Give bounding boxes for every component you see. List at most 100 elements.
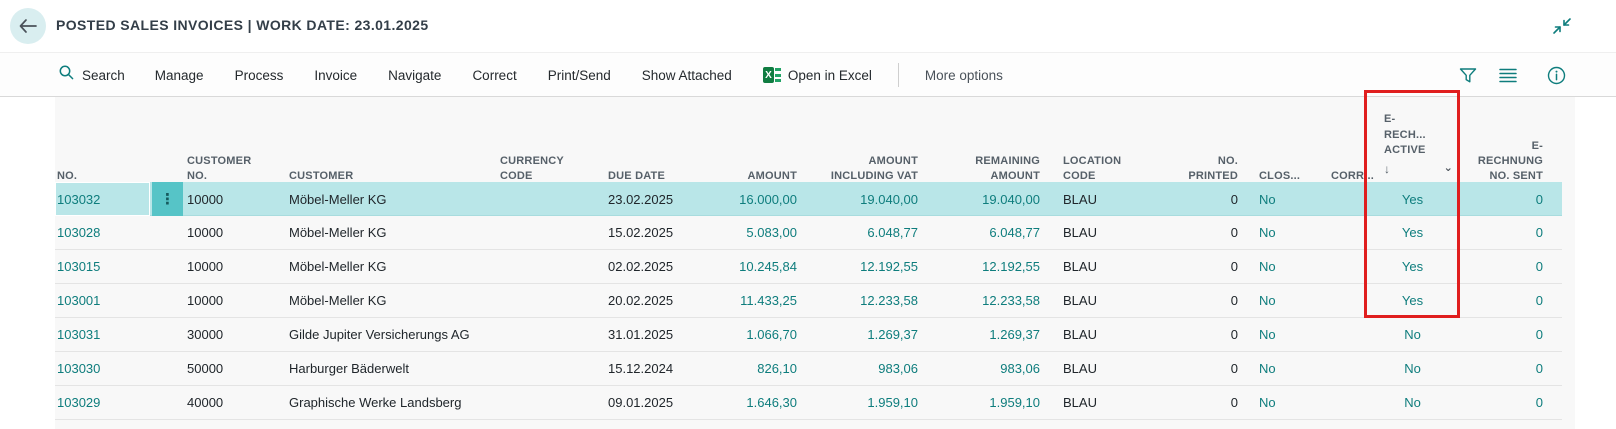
amount-link[interactable]: 1.646,30 xyxy=(746,395,797,410)
erechnung-no-sent-link[interactable]: 0 xyxy=(1535,293,1543,308)
remaining-amount-link[interactable]: 19.040,00 xyxy=(982,191,1040,207)
header-remaining-amount[interactable]: REMAINING AMOUNT xyxy=(975,154,1040,183)
list-view-icon[interactable] xyxy=(1499,68,1517,83)
menu-navigate[interactable]: Navigate xyxy=(388,67,442,83)
amount-link[interactable]: 5.083,00 xyxy=(746,225,797,240)
customer-no-cell: 10000 xyxy=(187,293,224,308)
amount-incl-vat-link[interactable]: 1.269,37 xyxy=(867,327,918,342)
menu-manage[interactable]: Manage xyxy=(154,67,204,83)
table-row[interactable]: 103015 10000 Möbel-Meller KG 02.02.2025 … xyxy=(55,250,1562,284)
amount-link[interactable]: 16.000,00 xyxy=(739,191,797,207)
no-printed-cell: 0 xyxy=(1230,293,1238,308)
header-no[interactable]: NO. xyxy=(57,170,78,183)
table-row[interactable]: 103001 10000 Möbel-Meller KG 20.02.2025 … xyxy=(55,284,1562,318)
header-erechnung-active[interactable]: E- RECH... ACTIVE ↓ ⌄ xyxy=(1384,113,1453,176)
header-erechnung-no-sent[interactable]: E- RECHNUNG NO. SENT xyxy=(1477,139,1543,183)
amount-incl-vat-link[interactable]: 12.233,58 xyxy=(860,293,918,308)
customer-cell: Möbel-Meller KG xyxy=(289,259,387,274)
back-arrow-icon xyxy=(18,18,38,34)
closed-link[interactable]: No xyxy=(1259,327,1276,342)
header-amount[interactable]: AMOUNT xyxy=(747,170,797,183)
location-code-cell: BLAU xyxy=(1063,191,1097,207)
command-bar: Search Manage Process Invoice Navigate C… xyxy=(0,52,1616,97)
menu-correct[interactable]: Correct xyxy=(472,67,517,83)
closed-link[interactable]: No xyxy=(1259,225,1276,240)
erechnung-active-link[interactable]: Yes xyxy=(1401,225,1424,240)
menu-show-attached[interactable]: Show Attached xyxy=(641,67,732,83)
header-customer[interactable]: CUSTOMER xyxy=(289,170,354,183)
amount-link[interactable]: 826,10 xyxy=(757,361,797,376)
menu-invoice[interactable]: Invoice xyxy=(314,67,358,83)
amount-link[interactable]: 1.066,70 xyxy=(746,327,797,342)
header-corrective[interactable]: CORR... xyxy=(1331,170,1374,183)
menu-process[interactable]: Process xyxy=(234,67,284,83)
open-in-excel-button[interactable]: X Open in Excel xyxy=(762,67,872,83)
closed-link[interactable]: No xyxy=(1259,361,1276,376)
header-closed[interactable]: CLOS... xyxy=(1259,170,1301,183)
amount-incl-vat-link[interactable]: 6.048,77 xyxy=(867,225,918,240)
no-printed-cell: 0 xyxy=(1230,225,1238,240)
erechnung-no-sent-link[interactable]: 0 xyxy=(1535,395,1543,410)
filter-icon[interactable] xyxy=(1459,67,1477,84)
remaining-amount-link[interactable]: 1.959,10 xyxy=(989,395,1040,410)
header-location-code[interactable]: LOCATION CODE xyxy=(1063,154,1122,183)
invoice-no-link[interactable]: 103031 xyxy=(57,327,101,342)
erechnung-no-sent-link[interactable]: 0 xyxy=(1535,259,1543,274)
invoice-no-link[interactable]: 103030 xyxy=(57,361,101,376)
column-chevron-icon[interactable]: ⌄ xyxy=(1443,162,1453,175)
menu-print-send[interactable]: Print/Send xyxy=(547,67,611,83)
header-due-date[interactable]: DUE DATE xyxy=(608,170,666,183)
erechnung-no-sent-link[interactable]: 0 xyxy=(1535,361,1543,376)
remaining-amount-link[interactable]: 12.233,58 xyxy=(982,293,1040,308)
closed-link[interactable]: No xyxy=(1259,191,1276,207)
table-row[interactable]: 103028 10000 Möbel-Meller KG 15.02.2025 … xyxy=(55,216,1562,250)
table-row[interactable]: 103031 30000 Gilde Jupiter Versicherungs… xyxy=(55,318,1562,352)
erechnung-no-sent-link[interactable]: 0 xyxy=(1535,191,1543,207)
amount-link[interactable]: 10.245,84 xyxy=(739,259,797,274)
erechnung-no-sent-link[interactable]: 0 xyxy=(1535,327,1543,342)
invoice-no-link[interactable]: 103001 xyxy=(57,293,101,308)
table-row[interactable]: 103029 40000 Graphische Werke Landsberg … xyxy=(55,386,1562,420)
erechnung-active-link[interactable]: Yes xyxy=(1401,259,1424,274)
erechnung-no-sent-link[interactable]: 0 xyxy=(1535,225,1543,240)
header-currency-code[interactable]: CURRENCY CODE xyxy=(500,154,564,183)
invoice-no-link[interactable]: 103028 xyxy=(57,225,101,240)
invoice-no-link[interactable]: 103029 xyxy=(57,395,101,410)
collapse-icon[interactable] xyxy=(1551,15,1573,37)
erechnung-active-link[interactable]: Yes xyxy=(1401,293,1424,308)
remaining-amount-link[interactable]: 1.269,37 xyxy=(989,327,1040,342)
closed-link[interactable]: No xyxy=(1259,395,1276,410)
page-title: POSTED SALES INVOICES | WORK DATE: 23.01… xyxy=(56,17,429,33)
amount-link[interactable]: 11.433,25 xyxy=(740,293,797,308)
more-options-button[interactable]: More options xyxy=(924,67,1003,83)
erechnung-active-link[interactable]: Yes xyxy=(1401,191,1424,207)
remaining-amount-link[interactable]: 983,06 xyxy=(1000,361,1040,376)
no-printed-cell: 0 xyxy=(1230,361,1238,376)
customer-cell: Möbel-Meller KG xyxy=(289,293,387,308)
excel-icon: X xyxy=(762,67,781,83)
remaining-amount-link[interactable]: 6.048,77 xyxy=(989,225,1040,240)
amount-incl-vat-link[interactable]: 1.959,10 xyxy=(867,395,918,410)
erechnung-active-link[interactable]: No xyxy=(1404,327,1421,342)
amount-incl-vat-link[interactable]: 12.192,55 xyxy=(860,259,918,274)
back-button[interactable] xyxy=(10,8,46,44)
location-code-cell: BLAU xyxy=(1063,293,1097,308)
invoice-no-link[interactable]: 103032 xyxy=(57,191,101,207)
closed-link[interactable]: No xyxy=(1259,293,1276,308)
header-amount-including-vat[interactable]: AMOUNT INCLUDING VAT xyxy=(830,154,918,183)
row-context-menu-button[interactable]: ⋮ xyxy=(152,182,183,216)
customer-no-cell: 40000 xyxy=(187,395,224,410)
erechnung-active-link[interactable]: No xyxy=(1404,361,1421,376)
header-no-printed[interactable]: NO. PRINTED xyxy=(1188,154,1238,183)
search-button[interactable]: Search xyxy=(58,64,125,86)
erechnung-active-link[interactable]: No xyxy=(1404,395,1421,410)
invoice-no-link[interactable]: 103015 xyxy=(57,259,101,274)
remaining-amount-link[interactable]: 12.192,55 xyxy=(982,259,1040,274)
amount-incl-vat-link[interactable]: 983,06 xyxy=(878,361,918,376)
table-row[interactable]: 103030 50000 Harburger Bäderwelt 15.12.2… xyxy=(55,352,1562,386)
info-icon[interactable] xyxy=(1547,66,1566,85)
amount-incl-vat-link[interactable]: 19.040,00 xyxy=(860,191,918,207)
closed-link[interactable]: No xyxy=(1259,259,1276,274)
table-row[interactable]: 103032 ⋮ 10000 Möbel-Meller KG 23.02.202… xyxy=(55,182,1562,216)
header-customer-no[interactable]: CUSTOMER NO. xyxy=(187,154,252,183)
